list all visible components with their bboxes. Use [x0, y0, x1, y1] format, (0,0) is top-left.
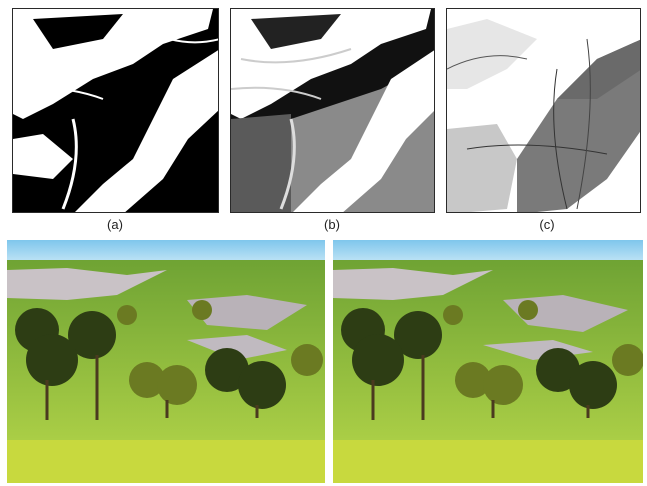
mask-panel-b	[230, 8, 435, 213]
light-mask-image	[447, 9, 640, 212]
terrain-render-right	[333, 240, 643, 483]
mask-panel-a	[12, 8, 219, 213]
caption-a: (a)	[107, 217, 123, 232]
caption-b: (b)	[324, 217, 340, 232]
mask-panel-c	[446, 8, 641, 213]
grayscale-mask-image	[231, 9, 434, 212]
caption-c: (c)	[539, 217, 555, 232]
terrain-render-left	[7, 240, 325, 483]
binary-mask-image	[13, 9, 218, 212]
